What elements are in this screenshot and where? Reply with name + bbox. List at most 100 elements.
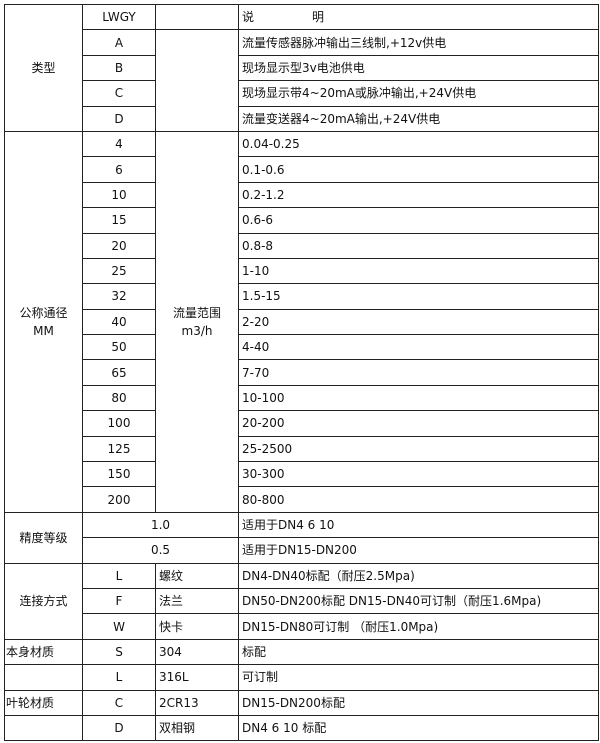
type-desc: 流量传感器脉冲输出三线制,+12v供电 bbox=[238, 29, 599, 56]
flow-range: 4-40 bbox=[238, 334, 599, 361]
table-row: 15 0.6-6 bbox=[5, 207, 599, 234]
description-header-b: 明 bbox=[312, 10, 325, 25]
table-row: W 快卡 DN15-DN80可订制 （耐压1.0Mpa) bbox=[5, 613, 599, 640]
table-row: C 现场显示带4~20mA或脉冲输出,+24V供电 bbox=[5, 80, 599, 107]
connection-code: F bbox=[82, 587, 156, 615]
flow-range: 1.5-15 bbox=[238, 283, 599, 310]
empty-cell bbox=[155, 3, 239, 31]
connection-name: 法兰 bbox=[155, 587, 239, 615]
type-code: B bbox=[82, 54, 156, 82]
table-row: 连接方式 L 螺纹 DN4-DN40标配（耐压2.5Mpa) bbox=[4, 562, 599, 640]
dn-value: 4 bbox=[82, 130, 156, 158]
table-row: 80 10-100 bbox=[5, 384, 599, 412]
table-row: 32 1.5-15 bbox=[5, 283, 599, 310]
accuracy-grade: 0.5 bbox=[82, 537, 239, 564]
accuracy-desc: 适用于DN4 6 10 bbox=[238, 511, 599, 539]
table-row: L 316L 可订制 bbox=[4, 664, 599, 691]
flow-range: 1-10 bbox=[238, 257, 599, 285]
table-row: B 现场显示型3v电池供电 bbox=[5, 54, 599, 82]
material-code: S bbox=[82, 638, 156, 666]
table-row: 10 0.2-1.2 bbox=[5, 181, 599, 209]
flow-range: 0.6-6 bbox=[238, 207, 599, 234]
dn-value: 50 bbox=[82, 334, 156, 361]
type-label: 类型 bbox=[4, 4, 83, 132]
dn-value: 65 bbox=[82, 359, 156, 386]
flow-range: 0.1-0.6 bbox=[238, 156, 599, 183]
table-row: 本身材质 S 304 标配 bbox=[4, 638, 599, 666]
flow-range: 0.8-8 bbox=[238, 232, 599, 259]
empty-cell bbox=[155, 29, 239, 132]
type-code: C bbox=[82, 80, 156, 107]
connection-name: 快卡 bbox=[155, 613, 239, 640]
table-row: 150 30-300 bbox=[5, 461, 599, 488]
table-row: 25 1-10 bbox=[5, 257, 599, 285]
material-desc: 标配 bbox=[238, 638, 599, 666]
table-row: 65 7-70 bbox=[5, 359, 599, 386]
connection-desc: DN50-DN200标配 DN15-DN40可订制（耐压1.6Mpa) bbox=[238, 587, 599, 615]
model-selection-table: 类型 LWGY 说明 A 流量传感器脉冲输出三线制,+12v供电 B 现场显示型3… bbox=[4, 3, 599, 742]
type-desc: 现场显示带4~20mA或脉冲输出,+24V供电 bbox=[238, 80, 599, 107]
dn-value: 100 bbox=[82, 410, 156, 437]
accuracy-grade: 1.0 bbox=[82, 511, 239, 539]
table-row: 100 20-200 bbox=[5, 410, 599, 437]
table-row: 6 0.1-0.6 bbox=[5, 156, 599, 183]
material-desc: DN4 6 10 标配 bbox=[238, 714, 599, 742]
accuracy-label: 精度等级 bbox=[4, 511, 83, 564]
flow-range: 0.04-0.25 bbox=[238, 130, 599, 158]
table-row: 0.5 适用于DN15-DN200 bbox=[5, 537, 599, 564]
table-row: F 法兰 DN50-DN200标配 DN15-DN40可订制（耐压1.6Mpa) bbox=[5, 587, 599, 615]
material-code: L bbox=[82, 664, 156, 691]
material-code: D bbox=[82, 714, 156, 742]
material-desc: DN15-DN200标配 bbox=[238, 689, 599, 716]
dn-value: 40 bbox=[82, 308, 156, 336]
table-row: 40 2-20 bbox=[5, 308, 599, 336]
impeller-material-label: 叶轮材质 bbox=[4, 689, 83, 716]
type-code: D bbox=[82, 105, 156, 132]
accuracy-desc: 适用于DN15-DN200 bbox=[238, 537, 599, 564]
diameter-label: 公称通径 MM bbox=[4, 130, 83, 513]
dn-value: 6 bbox=[82, 156, 156, 183]
connection-desc: DN4-DN40标配（耐压2.5Mpa) bbox=[238, 562, 599, 589]
connection-name: 螺纹 bbox=[155, 562, 239, 589]
table-row: 叶轮材质 C 2CR13 DN15-DN200标配 bbox=[4, 689, 599, 716]
model-code-header: LWGY bbox=[82, 3, 156, 31]
dn-value: 32 bbox=[82, 283, 156, 310]
type-desc: 流量变送器4~20mA输出,+24V供电 bbox=[238, 105, 599, 132]
flow-range: 0.2-1.2 bbox=[238, 181, 599, 209]
material-name: 304 bbox=[155, 638, 239, 666]
body-material-label: 本身材质 bbox=[4, 638, 83, 666]
dn-value: 15 bbox=[82, 207, 156, 234]
table-row: D 双相钢 DN4 6 10 标配 bbox=[4, 714, 599, 742]
flow-range: 10-100 bbox=[238, 384, 599, 412]
header-row: 类型 LWGY 说明 bbox=[4, 3, 599, 132]
type-code: A bbox=[82, 29, 156, 56]
flow-range-unit: m3/h bbox=[181, 323, 213, 338]
description-header-a: 说 bbox=[242, 10, 255, 25]
table-row: 200 80-800 bbox=[5, 486, 599, 513]
material-desc: 可订制 bbox=[238, 664, 599, 691]
table-row: 公称通径 MM 4 流量范围 m3/h 0.04-0.25 bbox=[4, 130, 599, 513]
diameter-label-text: 公称通径 bbox=[19, 305, 68, 320]
dn-value: 10 bbox=[82, 181, 156, 209]
material-name: 316L bbox=[155, 664, 239, 691]
material-name: 双相钢 bbox=[155, 714, 239, 742]
material-code: C bbox=[82, 689, 156, 716]
dn-value: 80 bbox=[82, 384, 156, 412]
dn-value: 200 bbox=[82, 486, 156, 513]
flow-range: 30-300 bbox=[238, 461, 599, 488]
table-row: 20 0.8-8 bbox=[5, 232, 599, 259]
dn-value: 150 bbox=[82, 461, 156, 488]
empty-cell bbox=[4, 664, 83, 691]
connection-label: 连接方式 bbox=[4, 562, 83, 640]
table-row: 125 25-2500 bbox=[5, 435, 599, 463]
flow-range: 25-2500 bbox=[238, 435, 599, 463]
material-name: 2CR13 bbox=[155, 689, 239, 716]
flow-range: 7-70 bbox=[238, 359, 599, 386]
flow-range-label: 流量范围 m3/h bbox=[155, 130, 239, 513]
table-row: 精度等级 1.0 适用于DN4 6 10 bbox=[4, 511, 599, 564]
diameter-unit: MM bbox=[33, 323, 54, 338]
connection-code: W bbox=[82, 613, 156, 640]
table-row: 50 4-40 bbox=[5, 334, 599, 361]
table-row: D 流量变送器4~20mA输出,+24V供电 bbox=[5, 105, 599, 132]
description-header: 说明 bbox=[238, 3, 599, 31]
